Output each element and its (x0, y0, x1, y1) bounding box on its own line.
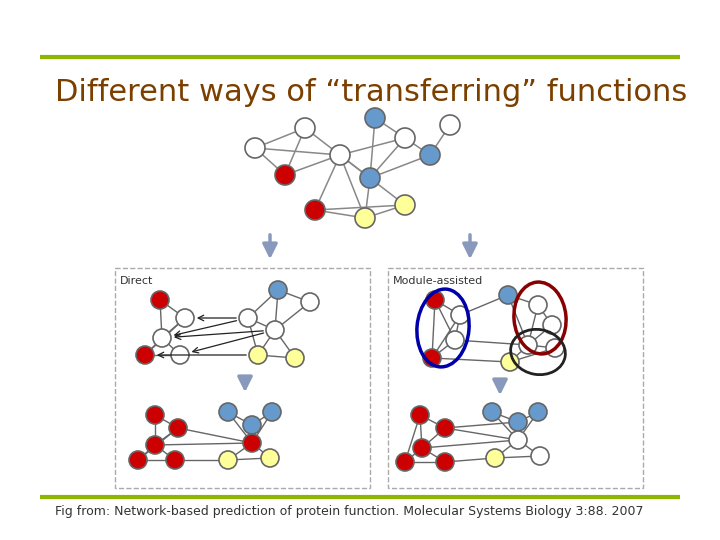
Circle shape (243, 434, 261, 452)
Circle shape (266, 321, 284, 339)
Text: Module-assisted: Module-assisted (393, 276, 483, 286)
Circle shape (269, 281, 287, 299)
Circle shape (420, 145, 440, 165)
Bar (388, 268, 643, 488)
Circle shape (411, 406, 429, 424)
Circle shape (519, 336, 537, 354)
Circle shape (295, 118, 315, 138)
Circle shape (305, 200, 325, 220)
Circle shape (436, 453, 454, 471)
Circle shape (546, 339, 564, 357)
Circle shape (501, 353, 519, 371)
Circle shape (396, 453, 414, 471)
Circle shape (531, 447, 549, 465)
Circle shape (486, 449, 504, 467)
Circle shape (301, 293, 319, 311)
Circle shape (509, 413, 527, 431)
Circle shape (365, 108, 385, 128)
Circle shape (543, 316, 561, 334)
Circle shape (146, 406, 164, 424)
Circle shape (263, 403, 281, 421)
Circle shape (440, 115, 460, 135)
Circle shape (166, 451, 184, 469)
Circle shape (169, 419, 187, 437)
Circle shape (153, 329, 171, 347)
Circle shape (483, 403, 501, 421)
Circle shape (451, 306, 469, 324)
Circle shape (395, 128, 415, 148)
Text: Direct: Direct (120, 276, 153, 286)
Circle shape (330, 145, 350, 165)
Circle shape (275, 165, 295, 185)
Circle shape (426, 291, 444, 309)
Circle shape (146, 436, 164, 454)
Circle shape (219, 403, 237, 421)
Circle shape (176, 309, 194, 327)
Circle shape (395, 195, 415, 215)
Circle shape (413, 439, 431, 457)
Circle shape (529, 403, 547, 421)
Circle shape (446, 331, 464, 349)
Circle shape (286, 349, 304, 367)
Circle shape (249, 346, 267, 364)
Circle shape (529, 296, 547, 314)
Circle shape (151, 291, 169, 309)
Circle shape (436, 419, 454, 437)
Circle shape (509, 431, 527, 449)
Circle shape (355, 208, 375, 228)
Circle shape (136, 346, 154, 364)
Circle shape (171, 346, 189, 364)
Text: Fig from: Network-based prediction of protein function. Molecular Systems Biolog: Fig from: Network-based prediction of pr… (55, 505, 644, 518)
Circle shape (219, 451, 237, 469)
Circle shape (129, 451, 147, 469)
Circle shape (423, 349, 441, 367)
Circle shape (499, 286, 517, 304)
Bar (115, 268, 370, 488)
Circle shape (360, 168, 380, 188)
Text: Different ways of “transferring” functions: Different ways of “transferring” functio… (55, 78, 688, 107)
Circle shape (245, 138, 265, 158)
Circle shape (239, 309, 257, 327)
Circle shape (261, 449, 279, 467)
Circle shape (243, 416, 261, 434)
